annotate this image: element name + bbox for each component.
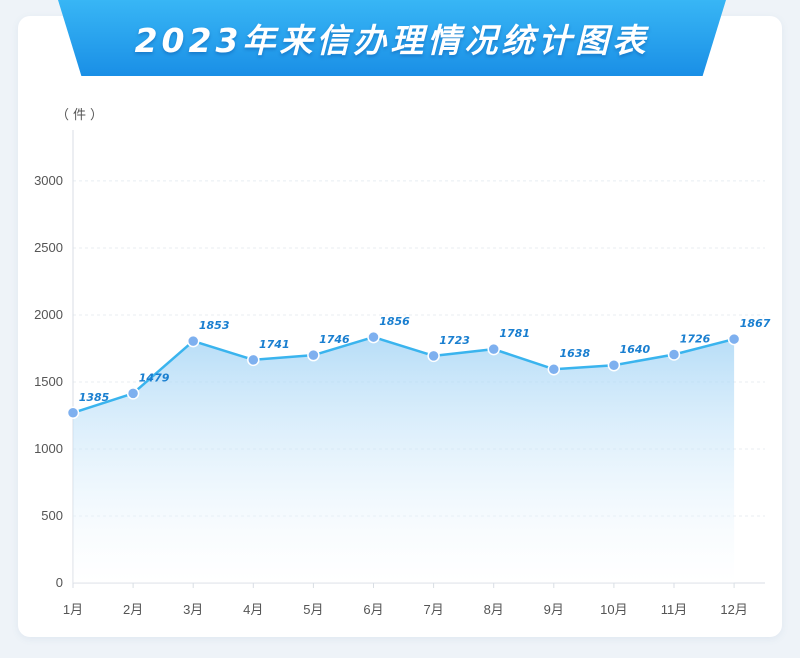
x-tick-label: 12月 [720, 602, 747, 617]
x-tick-label: 8月 [484, 602, 504, 617]
x-tick-label: 9月 [544, 602, 564, 617]
data-label: 1856 [379, 315, 410, 328]
y-tick-label: 3000 [34, 173, 63, 188]
x-tick-label: 7月 [423, 602, 443, 617]
data-point [727, 332, 741, 346]
data-label: 1640 [620, 343, 651, 356]
data-label: 1746 [319, 333, 350, 346]
x-tick-label: 11月 [661, 602, 688, 617]
data-point [247, 353, 260, 367]
label-layer: 1385 1479 1853 1741 1746 1856 1723 1781 1638 1640… [79, 315, 771, 404]
data-point [667, 348, 681, 361]
data-label: 1781 [499, 327, 530, 340]
x-tick-label: 4月 [243, 602, 263, 617]
data-label: 1741 [259, 338, 290, 351]
data-point [427, 349, 440, 363]
line-layer [72, 335, 735, 414]
data-point [607, 358, 621, 372]
x-tick-label: 3月 [183, 602, 203, 617]
data-label: 1723 [439, 334, 470, 347]
data-label: 1726 [680, 332, 711, 345]
y-tick-label: 500 [41, 508, 63, 523]
x-tick-label: 2月 [123, 602, 143, 617]
data-point [66, 406, 80, 420]
data-label: 1385 [79, 391, 110, 404]
x-tick-label: 10月 [600, 602, 627, 617]
title-banner: 2023年来信办理情况统计图表 [58, 0, 726, 76]
y-axis-unit-label: （件） [56, 107, 108, 122]
area-layer [73, 337, 735, 583]
data-label: 1638 [559, 347, 590, 360]
series-line [72, 335, 735, 414]
data-point [487, 342, 500, 356]
data-point [307, 348, 320, 362]
x-tick-label: 6月 [363, 602, 383, 617]
y-tick-label: 0 [56, 575, 63, 590]
y-tick-label: 2000 [34, 307, 63, 322]
data-label: 1853 [199, 319, 230, 332]
y-tick-label: 1500 [34, 374, 63, 389]
data-label: 1867 [740, 317, 771, 330]
data-point [367, 330, 380, 344]
x-tick-label: 1月 [63, 602, 83, 617]
point-layer [66, 330, 741, 420]
y-tick-label: 2500 [34, 240, 63, 255]
data-point [126, 387, 140, 400]
y-tick-label: 1000 [34, 441, 63, 456]
chart-title: 2023年来信办理情况统计图表 [134, 21, 650, 60]
series-area [73, 337, 735, 583]
data-point [186, 334, 200, 348]
data-point [547, 362, 561, 376]
data-label: 1479 [139, 371, 170, 384]
x-tick-label: 5月 [303, 602, 323, 617]
